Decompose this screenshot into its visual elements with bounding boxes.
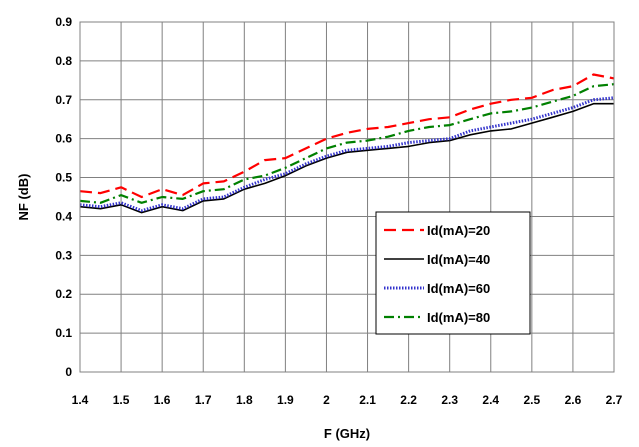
y-tick-label: 0 bbox=[65, 365, 72, 379]
x-tick-label: 2.6 bbox=[565, 393, 582, 407]
legend-label-3: Id(mA)=60 bbox=[427, 281, 490, 296]
x-tick-label: 2 bbox=[323, 393, 330, 407]
x-tick-label: 2.3 bbox=[441, 393, 458, 407]
y-tick-label: 0.7 bbox=[55, 93, 72, 107]
y-tick-label: 0.5 bbox=[55, 171, 72, 185]
x-tick-label: 2.5 bbox=[524, 393, 541, 407]
y-tick-labels: 0 0.1 0.2 0.3 0.4 0.5 0.6 0.7 0.8 0.9 bbox=[55, 15, 72, 379]
x-tick-label: 2.1 bbox=[359, 393, 376, 407]
y-tick-label: 0.3 bbox=[55, 248, 72, 262]
x-tick-label: 1.8 bbox=[236, 393, 253, 407]
legend-label-1: Id(mA)=20 bbox=[427, 223, 490, 238]
x-tick-label: 2.4 bbox=[482, 393, 499, 407]
series-line-4 bbox=[79, 83, 615, 204]
x-tick-label: 2.7 bbox=[606, 393, 623, 407]
legend: Id(mA)=20 Id(mA)=40 Id(mA)=60 Id(mA)=80 bbox=[375, 211, 531, 335]
series-line-2 bbox=[79, 102, 614, 214]
plot-area-frame bbox=[79, 21, 615, 373]
y-tick-label: 0.9 bbox=[55, 15, 72, 29]
y-tick-label: 0.2 bbox=[55, 287, 72, 301]
series-line-1 bbox=[79, 73, 615, 199]
x-tick-label: 1.7 bbox=[195, 393, 212, 407]
x-tick-label: 1.6 bbox=[154, 393, 171, 407]
y-tick-label: 0.8 bbox=[55, 54, 72, 68]
y-tick-label: 0.4 bbox=[55, 209, 72, 223]
series-line-3 bbox=[79, 96, 615, 213]
x-tick-label: 1.4 bbox=[72, 393, 89, 407]
y-tick-label: 0.1 bbox=[55, 326, 72, 340]
y-axis-label: NF (dB) bbox=[16, 174, 31, 221]
series-lines bbox=[79, 73, 615, 214]
x-axis-label: F (GHz) bbox=[324, 426, 370, 441]
legend-box bbox=[375, 211, 531, 335]
x-tick-label: 1.9 bbox=[277, 393, 294, 407]
x-tick-label: 2.2 bbox=[400, 393, 417, 407]
y-tick-label: 0.6 bbox=[55, 132, 72, 146]
legend-label-2: Id(mA)=40 bbox=[427, 252, 490, 267]
x-tick-label: 1.5 bbox=[113, 393, 130, 407]
x-tick-labels: 1.4 1.5 1.6 1.7 1.8 1.9 2 2.1 2.2 2.3 2.4 2.5 2.6 2.7 bbox=[72, 393, 623, 407]
legend-label-4: Id(mA)=80 bbox=[427, 310, 490, 325]
